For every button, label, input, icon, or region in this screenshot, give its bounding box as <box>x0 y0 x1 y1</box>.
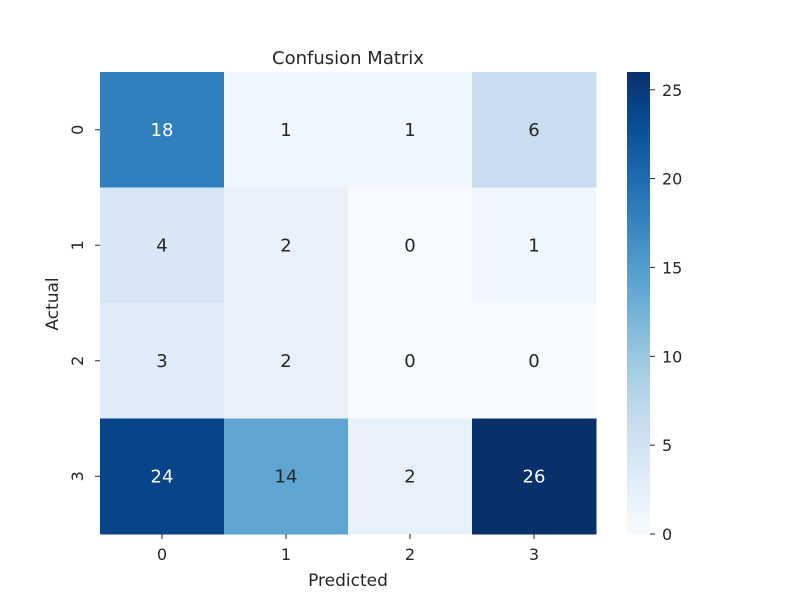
y-tick-label-3: 3 <box>68 471 87 481</box>
heatmap-cell-r1-c1 <box>224 187 349 304</box>
heatmap-cell-r1-c2 <box>348 187 473 304</box>
cell-label-r1-c1: 2 <box>280 235 291 256</box>
cell-label-r0-c0: 18 <box>151 120 174 141</box>
cell-label-r2-c3: 0 <box>528 351 539 372</box>
x-tick-label-0: 0 <box>157 545 167 564</box>
cell-label-r3-c1: 14 <box>275 466 298 487</box>
heatmap-cell-r3-c0 <box>100 418 225 535</box>
chart-title: Confusion Matrix <box>272 48 424 69</box>
cell-label-r3-c2: 2 <box>404 466 415 487</box>
heatmap-cell-r0-c1 <box>224 72 349 188</box>
y-tick-label-2: 2 <box>68 356 87 366</box>
heatmap-cell-r2-c1 <box>224 303 349 419</box>
y-axis-label: Actual <box>43 277 63 330</box>
heatmap-cell-r2-c2 <box>348 303 473 419</box>
x-tick-label-3: 3 <box>529 545 539 564</box>
cell-label-r2-c2: 0 <box>404 351 415 372</box>
cell-label-r2-c1: 2 <box>280 351 291 372</box>
colorbar-tick-label-2: 10 <box>662 347 682 366</box>
x-axis-ticks: 0 1 2 3 <box>157 534 539 564</box>
y-axis-ticks: 0 1 2 3 <box>68 125 100 481</box>
heatmap-cell-r2-c0 <box>100 303 225 419</box>
cell-label-r0-c1: 1 <box>280 120 291 141</box>
heatmap-cell-r0-c2 <box>348 72 473 188</box>
heatmap-cells <box>100 72 597 535</box>
heatmap-cell-r0-c3 <box>472 72 597 188</box>
heatmap-cell-r3-c1 <box>224 418 349 535</box>
x-tick-label-2: 2 <box>405 545 415 564</box>
cell-label-r1-c0: 4 <box>156 235 167 256</box>
cell-label-r0-c2: 1 <box>404 120 415 141</box>
colorbar-tick-label-0: 0 <box>662 525 672 544</box>
colorbar-tick-label-1: 5 <box>662 436 672 455</box>
cell-label-r1-c3: 1 <box>528 235 539 256</box>
y-tick-label-0: 0 <box>68 125 87 135</box>
cell-label-r0-c3: 6 <box>528 120 539 141</box>
y-tick-label-1: 1 <box>68 240 87 250</box>
cell-label-r3-c0: 24 <box>151 466 174 487</box>
heatmap-cell-r1-c0 <box>100 187 225 304</box>
heatmap-cell-labels: 18 1 1 6 4 2 0 1 3 2 0 0 24 14 2 26 <box>151 120 546 488</box>
colorbar-tick-label-5: 25 <box>662 81 682 100</box>
heatmap-cell-r3-c2 <box>348 418 473 535</box>
colorbar-gradient <box>627 72 650 534</box>
colorbar: 0 5 10 15 20 25 <box>627 72 682 544</box>
heatmap-cell-r2-c3 <box>472 303 597 419</box>
heatmap-cell-r0-c0 <box>100 72 225 188</box>
cell-label-r1-c2: 0 <box>404 235 415 256</box>
colorbar-tick-label-3: 15 <box>662 258 682 277</box>
heatmap-cell-r1-c3 <box>472 187 597 304</box>
x-tick-label-1: 1 <box>281 545 291 564</box>
cell-label-r2-c0: 3 <box>156 351 167 372</box>
x-axis-label: Predicted <box>308 571 388 591</box>
colorbar-tick-label-4: 20 <box>662 170 682 189</box>
cell-label-r3-c3: 26 <box>523 466 546 487</box>
heatmap-cell-r3-c3 <box>472 418 597 535</box>
